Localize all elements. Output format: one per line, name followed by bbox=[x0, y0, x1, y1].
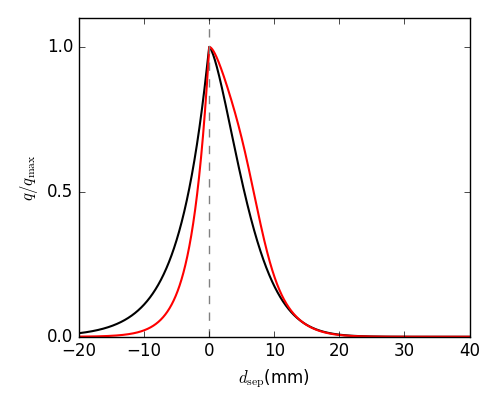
Y-axis label: $q/q_\mathrm{max}$: $q/q_\mathrm{max}$ bbox=[18, 154, 40, 201]
X-axis label: $d_\mathrm{sep}$(mm): $d_\mathrm{sep}$(mm) bbox=[238, 367, 310, 390]
